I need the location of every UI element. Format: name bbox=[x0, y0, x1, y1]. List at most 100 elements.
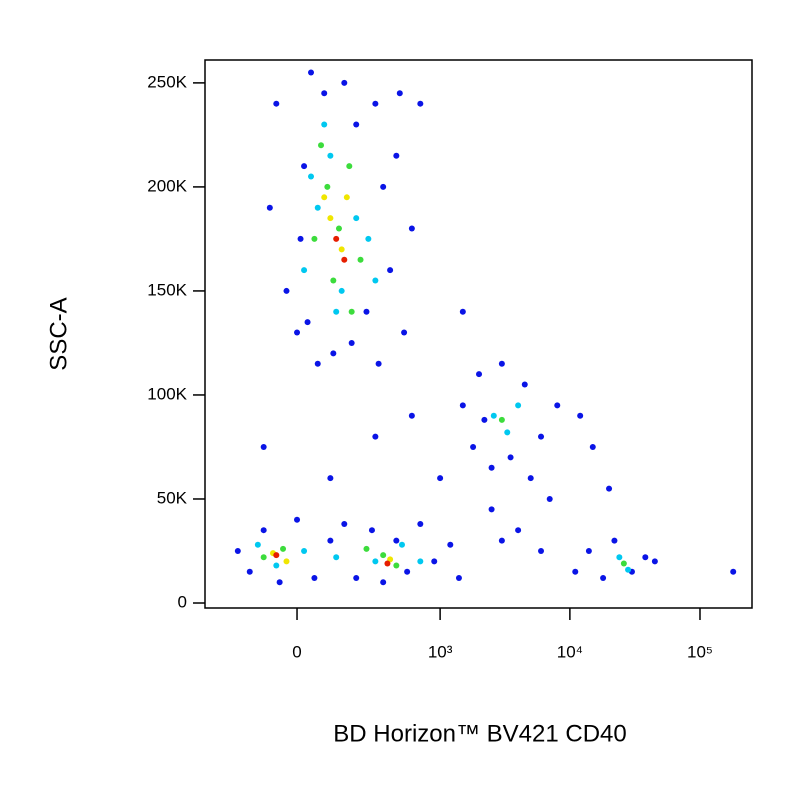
data-point bbox=[393, 537, 400, 544]
x-tick-label: 0 bbox=[292, 642, 301, 661]
data-point bbox=[311, 235, 318, 242]
data-point bbox=[301, 163, 308, 170]
data-point bbox=[301, 267, 308, 274]
data-point bbox=[507, 454, 514, 461]
data-point bbox=[589, 443, 596, 450]
plot-frame bbox=[204, 59, 753, 609]
data-point bbox=[380, 183, 387, 190]
data-point bbox=[260, 527, 267, 534]
data-point bbox=[488, 506, 495, 513]
y-tick-label: 100K bbox=[147, 384, 187, 403]
data-point bbox=[546, 495, 553, 502]
data-point bbox=[353, 215, 360, 222]
data-point bbox=[375, 360, 382, 367]
data-point bbox=[372, 277, 379, 284]
data-point bbox=[308, 173, 315, 180]
data-point bbox=[353, 121, 360, 128]
data-point bbox=[404, 568, 411, 575]
data-point bbox=[294, 516, 301, 523]
data-point bbox=[616, 554, 623, 561]
data-point bbox=[459, 402, 466, 409]
data-point bbox=[333, 235, 340, 242]
data-point bbox=[527, 475, 534, 482]
data-point bbox=[333, 554, 340, 561]
data-point bbox=[515, 527, 522, 534]
data-point bbox=[333, 308, 340, 315]
data-point bbox=[338, 246, 345, 253]
data-point bbox=[327, 215, 334, 222]
data-point bbox=[577, 412, 584, 419]
data-point bbox=[273, 100, 280, 107]
data-point bbox=[380, 579, 387, 586]
data-point bbox=[311, 575, 318, 582]
data-point bbox=[620, 560, 627, 567]
data-point bbox=[301, 547, 308, 554]
data-point bbox=[341, 79, 348, 86]
data-point bbox=[470, 443, 477, 450]
data-point bbox=[260, 443, 267, 450]
data-point bbox=[498, 416, 505, 423]
data-point bbox=[600, 575, 607, 582]
data-point bbox=[372, 558, 379, 565]
data-point bbox=[651, 558, 658, 565]
data-point bbox=[348, 308, 355, 315]
y-tick-label: 200K bbox=[147, 176, 187, 195]
data-point bbox=[538, 547, 545, 554]
data-point bbox=[343, 194, 350, 201]
data-point bbox=[554, 402, 561, 409]
data-point bbox=[321, 90, 328, 97]
data-point bbox=[368, 527, 375, 534]
y-tick-label: 150K bbox=[147, 280, 187, 299]
data-point bbox=[327, 475, 334, 482]
data-point bbox=[314, 360, 321, 367]
data-point bbox=[384, 560, 391, 567]
data-point bbox=[304, 319, 311, 326]
data-point bbox=[318, 142, 325, 149]
data-point bbox=[642, 554, 649, 561]
data-point bbox=[341, 520, 348, 527]
y-tick-label: 250K bbox=[147, 72, 187, 91]
data-point bbox=[266, 204, 273, 211]
data-point bbox=[488, 464, 495, 471]
data-point bbox=[346, 163, 353, 170]
data-point bbox=[327, 537, 334, 544]
data-point bbox=[308, 69, 315, 76]
data-point bbox=[398, 541, 405, 548]
data-point bbox=[363, 308, 370, 315]
data-point bbox=[459, 308, 466, 315]
data-point bbox=[335, 225, 342, 232]
data-point bbox=[417, 520, 424, 527]
data-point bbox=[283, 558, 290, 565]
data-point bbox=[314, 204, 321, 211]
data-point bbox=[408, 225, 415, 232]
data-point bbox=[498, 360, 505, 367]
data-point bbox=[521, 381, 528, 388]
data-point bbox=[515, 402, 522, 409]
data-point bbox=[246, 568, 253, 575]
data-point bbox=[572, 568, 579, 575]
data-point bbox=[372, 100, 379, 107]
data-point bbox=[324, 183, 331, 190]
data-point bbox=[363, 545, 370, 552]
data-point bbox=[330, 277, 337, 284]
y-axis-label: SSC-A bbox=[45, 297, 72, 370]
data-point bbox=[348, 339, 355, 346]
data-point bbox=[538, 433, 545, 440]
data-point bbox=[353, 575, 360, 582]
x-tick-label: 10³ bbox=[428, 642, 453, 661]
data-point bbox=[321, 194, 328, 201]
data-point bbox=[476, 371, 483, 378]
data-point bbox=[504, 429, 511, 436]
data-point bbox=[297, 235, 304, 242]
y-tick-label: 50K bbox=[157, 488, 188, 507]
data-point bbox=[437, 475, 444, 482]
data-point bbox=[431, 558, 438, 565]
data-point bbox=[380, 552, 387, 559]
data-point bbox=[330, 350, 337, 357]
data-point bbox=[481, 416, 488, 423]
data-point bbox=[393, 562, 400, 569]
data-point bbox=[254, 541, 261, 548]
x-axis-label: BD Horizon™ BV421 CD40 bbox=[333, 720, 626, 747]
data-point bbox=[294, 329, 301, 336]
